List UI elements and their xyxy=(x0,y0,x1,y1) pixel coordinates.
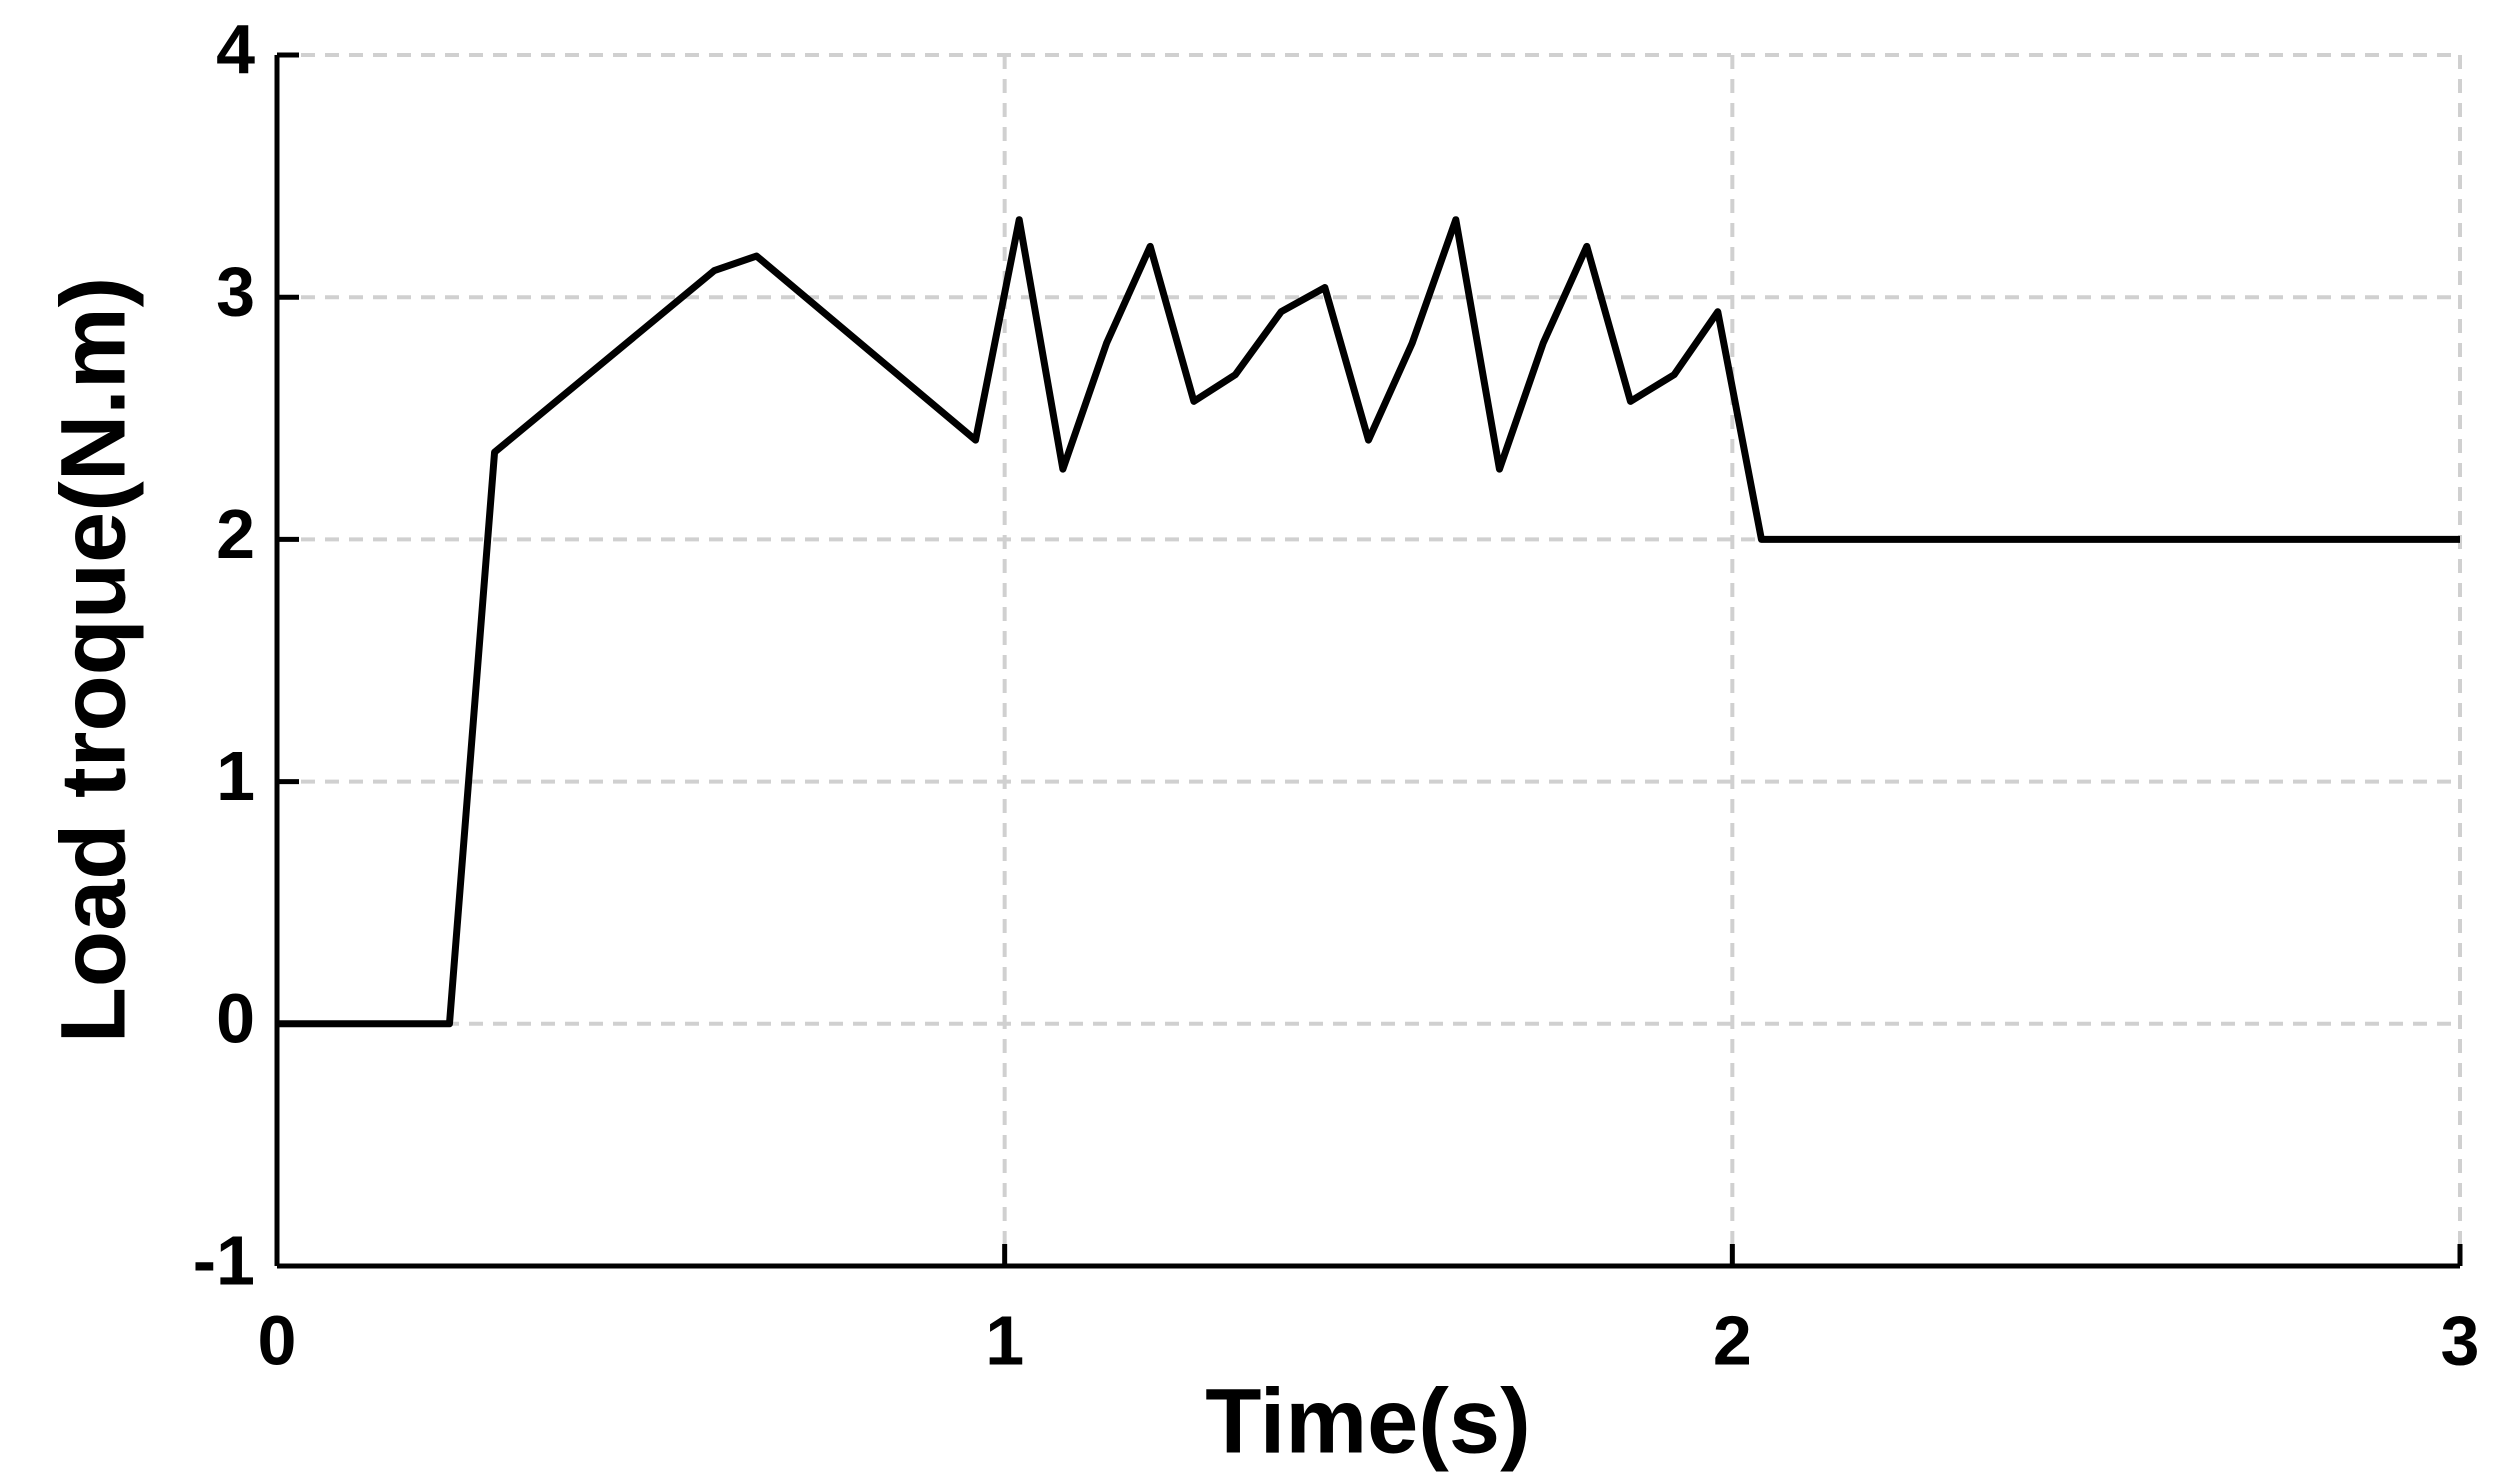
data-line xyxy=(277,216,2460,1028)
y-tick-label: -1 xyxy=(193,1221,255,1299)
y-tick-label: 2 xyxy=(216,495,255,573)
x-tick-label: 2 xyxy=(1713,1301,1752,1379)
y-tick-label: 0 xyxy=(216,979,255,1057)
x-tick-label: 1 xyxy=(985,1301,1024,1379)
y-tick-label: 3 xyxy=(216,253,255,331)
y-tick-label: 1 xyxy=(216,737,255,815)
y-axis-label: Load troque(N.m) xyxy=(42,277,144,1044)
y-tick-label: 4 xyxy=(216,10,255,88)
x-tick-label: 3 xyxy=(2441,1301,2480,1379)
x-tick-label: 0 xyxy=(258,1301,297,1379)
x-axis-label: Time(s) xyxy=(1205,1370,1531,1472)
